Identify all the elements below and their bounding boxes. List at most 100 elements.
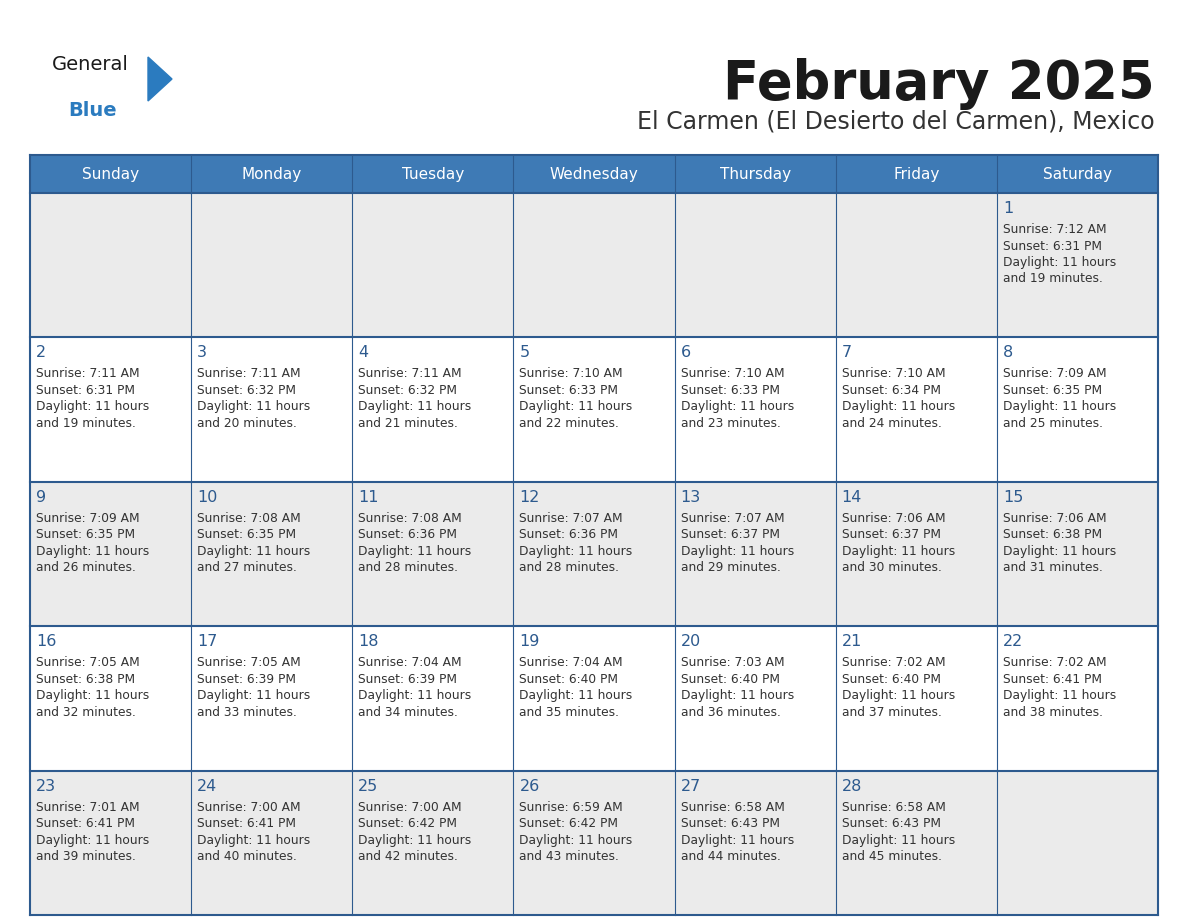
- Text: 20: 20: [681, 634, 701, 649]
- Text: Wednesday: Wednesday: [550, 166, 638, 182]
- Text: Sunrise: 7:02 AM: Sunrise: 7:02 AM: [1003, 656, 1106, 669]
- Bar: [997, 193, 1158, 338]
- Text: Daylight: 11 hours: Daylight: 11 hours: [1003, 689, 1116, 702]
- Text: 1: 1: [1003, 201, 1013, 216]
- Text: 7: 7: [842, 345, 852, 361]
- Text: Daylight: 11 hours: Daylight: 11 hours: [519, 689, 633, 702]
- Bar: [30, 626, 191, 770]
- Text: Sunset: 6:31 PM: Sunset: 6:31 PM: [36, 384, 135, 397]
- Text: Sunset: 6:33 PM: Sunset: 6:33 PM: [519, 384, 619, 397]
- Text: Sunset: 6:31 PM: Sunset: 6:31 PM: [1003, 240, 1101, 252]
- Text: Sunrise: 7:05 AM: Sunrise: 7:05 AM: [197, 656, 301, 669]
- Text: Daylight: 11 hours: Daylight: 11 hours: [36, 544, 150, 558]
- Text: and 19 minutes.: and 19 minutes.: [1003, 273, 1102, 285]
- Text: and 37 minutes.: and 37 minutes.: [842, 706, 942, 719]
- Text: and 38 minutes.: and 38 minutes.: [1003, 706, 1102, 719]
- Bar: [997, 770, 1158, 915]
- Text: and 20 minutes.: and 20 minutes.: [197, 417, 297, 430]
- Text: Daylight: 11 hours: Daylight: 11 hours: [197, 834, 310, 846]
- Text: Daylight: 11 hours: Daylight: 11 hours: [359, 689, 472, 702]
- Bar: [191, 482, 353, 626]
- Bar: [513, 193, 675, 338]
- Bar: [191, 193, 353, 338]
- Text: Daylight: 11 hours: Daylight: 11 hours: [519, 400, 633, 413]
- Text: Sunrise: 7:11 AM: Sunrise: 7:11 AM: [36, 367, 140, 380]
- Text: Sunset: 6:34 PM: Sunset: 6:34 PM: [842, 384, 941, 397]
- Text: and 19 minutes.: and 19 minutes.: [36, 417, 135, 430]
- Text: and 31 minutes.: and 31 minutes.: [1003, 561, 1102, 575]
- Text: Saturday: Saturday: [1043, 166, 1112, 182]
- Text: Sunrise: 7:09 AM: Sunrise: 7:09 AM: [36, 512, 140, 525]
- Bar: [191, 770, 353, 915]
- Polygon shape: [148, 57, 172, 101]
- Text: and 43 minutes.: and 43 minutes.: [519, 850, 619, 863]
- Text: Sunset: 6:42 PM: Sunset: 6:42 PM: [359, 817, 457, 830]
- Text: General: General: [52, 55, 128, 74]
- Text: and 24 minutes.: and 24 minutes.: [842, 417, 942, 430]
- Text: Sunset: 6:35 PM: Sunset: 6:35 PM: [1003, 384, 1102, 397]
- Text: Daylight: 11 hours: Daylight: 11 hours: [36, 400, 150, 413]
- Text: February 2025: February 2025: [723, 58, 1155, 110]
- Text: 19: 19: [519, 634, 539, 649]
- Text: Sunset: 6:32 PM: Sunset: 6:32 PM: [197, 384, 296, 397]
- Bar: [997, 155, 1158, 193]
- Text: Sunrise: 7:09 AM: Sunrise: 7:09 AM: [1003, 367, 1106, 380]
- Text: and 32 minutes.: and 32 minutes.: [36, 706, 135, 719]
- Text: Daylight: 11 hours: Daylight: 11 hours: [197, 689, 310, 702]
- Text: Sunrise: 7:06 AM: Sunrise: 7:06 AM: [1003, 512, 1106, 525]
- Bar: [675, 155, 835, 193]
- Text: Daylight: 11 hours: Daylight: 11 hours: [681, 689, 794, 702]
- Text: Daylight: 11 hours: Daylight: 11 hours: [197, 400, 310, 413]
- Text: and 22 minutes.: and 22 minutes.: [519, 417, 619, 430]
- Text: Sunrise: 7:10 AM: Sunrise: 7:10 AM: [842, 367, 946, 380]
- Text: Sunrise: 7:11 AM: Sunrise: 7:11 AM: [359, 367, 462, 380]
- Bar: [513, 482, 675, 626]
- Text: Sunrise: 7:05 AM: Sunrise: 7:05 AM: [36, 656, 140, 669]
- Text: Sunrise: 6:59 AM: Sunrise: 6:59 AM: [519, 800, 624, 813]
- Text: and 30 minutes.: and 30 minutes.: [842, 561, 942, 575]
- Text: Daylight: 11 hours: Daylight: 11 hours: [359, 834, 472, 846]
- Text: Sunset: 6:38 PM: Sunset: 6:38 PM: [1003, 528, 1102, 542]
- Text: 22: 22: [1003, 634, 1023, 649]
- Text: 17: 17: [197, 634, 217, 649]
- Text: Sunrise: 7:01 AM: Sunrise: 7:01 AM: [36, 800, 140, 813]
- Bar: [835, 155, 997, 193]
- Text: and 28 minutes.: and 28 minutes.: [359, 561, 459, 575]
- Text: 11: 11: [359, 490, 379, 505]
- Text: and 26 minutes.: and 26 minutes.: [36, 561, 135, 575]
- Text: 16: 16: [36, 634, 56, 649]
- Bar: [835, 770, 997, 915]
- Text: Daylight: 11 hours: Daylight: 11 hours: [842, 400, 955, 413]
- Text: Sunrise: 7:11 AM: Sunrise: 7:11 AM: [197, 367, 301, 380]
- Text: 15: 15: [1003, 490, 1023, 505]
- Text: Daylight: 11 hours: Daylight: 11 hours: [842, 544, 955, 558]
- Bar: [353, 155, 513, 193]
- Bar: [30, 770, 191, 915]
- Text: and 35 minutes.: and 35 minutes.: [519, 706, 619, 719]
- Text: 25: 25: [359, 778, 379, 793]
- Text: Sunset: 6:43 PM: Sunset: 6:43 PM: [681, 817, 779, 830]
- Text: 18: 18: [359, 634, 379, 649]
- Text: Sunset: 6:37 PM: Sunset: 6:37 PM: [842, 528, 941, 542]
- Text: Sunset: 6:40 PM: Sunset: 6:40 PM: [519, 673, 619, 686]
- Text: Sunset: 6:35 PM: Sunset: 6:35 PM: [36, 528, 135, 542]
- Text: 2: 2: [36, 345, 46, 361]
- Bar: [835, 482, 997, 626]
- Text: 23: 23: [36, 778, 56, 793]
- Bar: [835, 338, 997, 482]
- Text: Sunrise: 7:04 AM: Sunrise: 7:04 AM: [519, 656, 623, 669]
- Text: and 44 minutes.: and 44 minutes.: [681, 850, 781, 863]
- Text: Daylight: 11 hours: Daylight: 11 hours: [842, 834, 955, 846]
- Text: Sunset: 6:43 PM: Sunset: 6:43 PM: [842, 817, 941, 830]
- Text: Blue: Blue: [68, 101, 116, 120]
- Bar: [353, 193, 513, 338]
- Text: Sunrise: 7:00 AM: Sunrise: 7:00 AM: [197, 800, 301, 813]
- Text: Daylight: 11 hours: Daylight: 11 hours: [197, 544, 310, 558]
- Text: Daylight: 11 hours: Daylight: 11 hours: [681, 544, 794, 558]
- Bar: [675, 338, 835, 482]
- Text: Sunset: 6:40 PM: Sunset: 6:40 PM: [681, 673, 779, 686]
- Bar: [30, 155, 191, 193]
- Bar: [997, 482, 1158, 626]
- Text: and 40 minutes.: and 40 minutes.: [197, 850, 297, 863]
- Text: and 25 minutes.: and 25 minutes.: [1003, 417, 1102, 430]
